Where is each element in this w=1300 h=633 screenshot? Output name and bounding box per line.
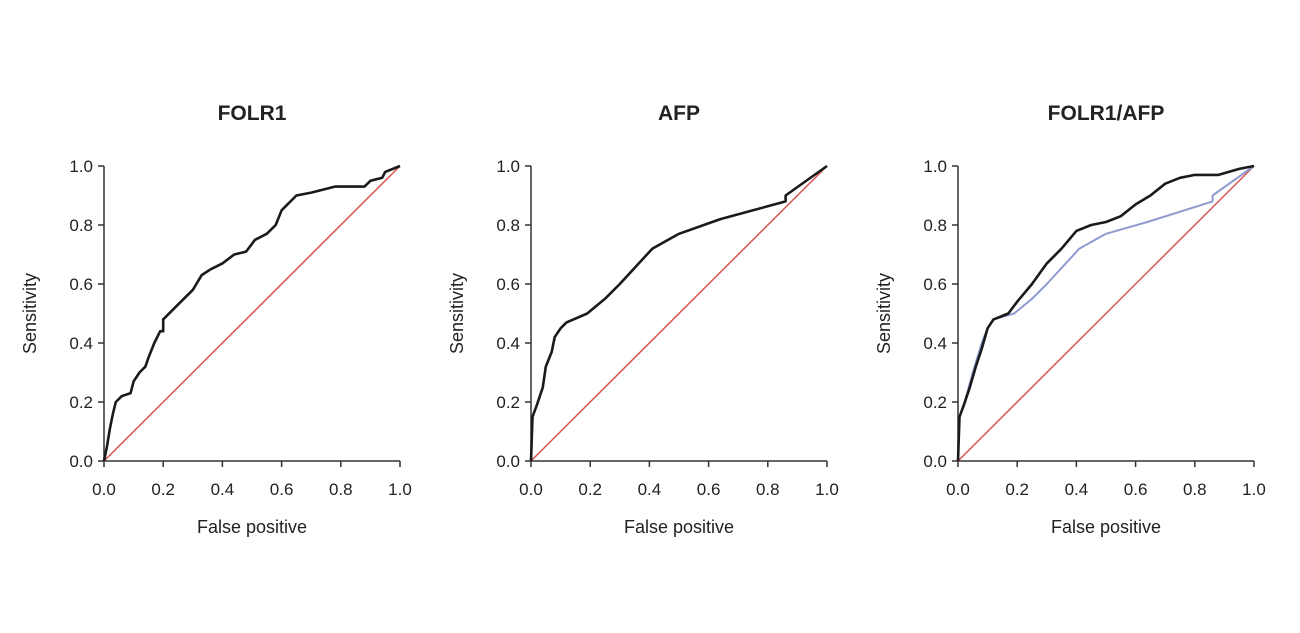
chart-panel-1: FOLR1 0.0 0.0 0.2 0.2 0.4 0.4 0.6 0.6 0.8 0.8 1.0 1.… [20, 102, 412, 537]
x-axis-label: False positive [624, 517, 734, 537]
x-axis-label: False positive [1051, 517, 1161, 537]
x-tick-label: 1.0 [815, 480, 839, 499]
roc-curve-afp [529, 164, 828, 462]
x-tick-label: 0.6 [697, 480, 721, 499]
y-tick-label: 0.6 [923, 275, 947, 294]
x-tick-label: 0.4 [211, 480, 235, 499]
x-tick-label: 0.6 [1124, 480, 1148, 499]
y-tick-label: 0.4 [69, 334, 93, 353]
chart-title: FOLR1/AFP [1048, 102, 1165, 125]
y-tick-label: 1.0 [923, 157, 947, 176]
y-tick-label: 0.8 [496, 216, 520, 235]
x-tick-label: 0.2 [1005, 480, 1029, 499]
x-tick-label: 0.2 [151, 480, 175, 499]
y-tick-label: 0.0 [923, 452, 947, 471]
chart-panel-3: FOLR1/AFP 0.0 0.0 0.2 0.2 0.4 0.4 0.6 0.6 0.8 0.8 1… [874, 102, 1266, 537]
x-tick-label: 1.0 [1242, 480, 1266, 499]
x-tick-label: 0.8 [756, 480, 780, 499]
y-axis-label: Sensitivity [874, 273, 894, 354]
y-tick-label: 0.4 [923, 334, 947, 353]
y-tick-label: 0.2 [923, 393, 947, 412]
x-tick-label: 0.2 [578, 480, 602, 499]
roc-curve-folr1-afp [956, 164, 1255, 462]
y-tick-label: 0.8 [923, 216, 947, 235]
x-axis-label: False positive [197, 517, 307, 537]
y-tick-label: 0.4 [496, 334, 520, 353]
y-tick-label: 1.0 [496, 157, 520, 176]
x-tick-label: 0.6 [270, 480, 294, 499]
y-axis-label: Sensitivity [447, 273, 467, 354]
y-tick-label: 1.0 [69, 157, 93, 176]
x-tick-label: 0.8 [1183, 480, 1207, 499]
chart-title: FOLR1 [218, 102, 287, 125]
chart-panel-2: AFP 0.0 0.0 0.2 0.2 0.4 0.4 0.6 0.6 0.8 0.8 1.0 1.0 F… [447, 102, 839, 537]
reference-line [103, 165, 401, 462]
x-tick-label: 0.4 [1065, 480, 1089, 499]
chart-title: AFP [658, 102, 700, 125]
x-tick-label: 1.0 [388, 480, 412, 499]
roc-curve-folr1 [102, 164, 401, 462]
y-tick-label: 0.0 [69, 452, 93, 471]
reference-line [530, 165, 828, 462]
y-tick-label: 0.8 [69, 216, 93, 235]
x-tick-label: 0.8 [329, 480, 353, 499]
y-tick-label: 0.0 [496, 452, 520, 471]
y-tick-label: 0.2 [496, 393, 520, 412]
x-tick-label: 0.4 [638, 480, 662, 499]
reference-line [957, 165, 1255, 462]
x-tick-label: 0.0 [519, 480, 543, 499]
y-axis-label: Sensitivity [20, 273, 40, 354]
x-tick-label: 0.0 [92, 480, 116, 499]
y-tick-label: 0.6 [69, 275, 93, 294]
y-tick-label: 0.6 [496, 275, 520, 294]
x-tick-label: 0.0 [946, 480, 970, 499]
y-tick-label: 0.2 [69, 393, 93, 412]
